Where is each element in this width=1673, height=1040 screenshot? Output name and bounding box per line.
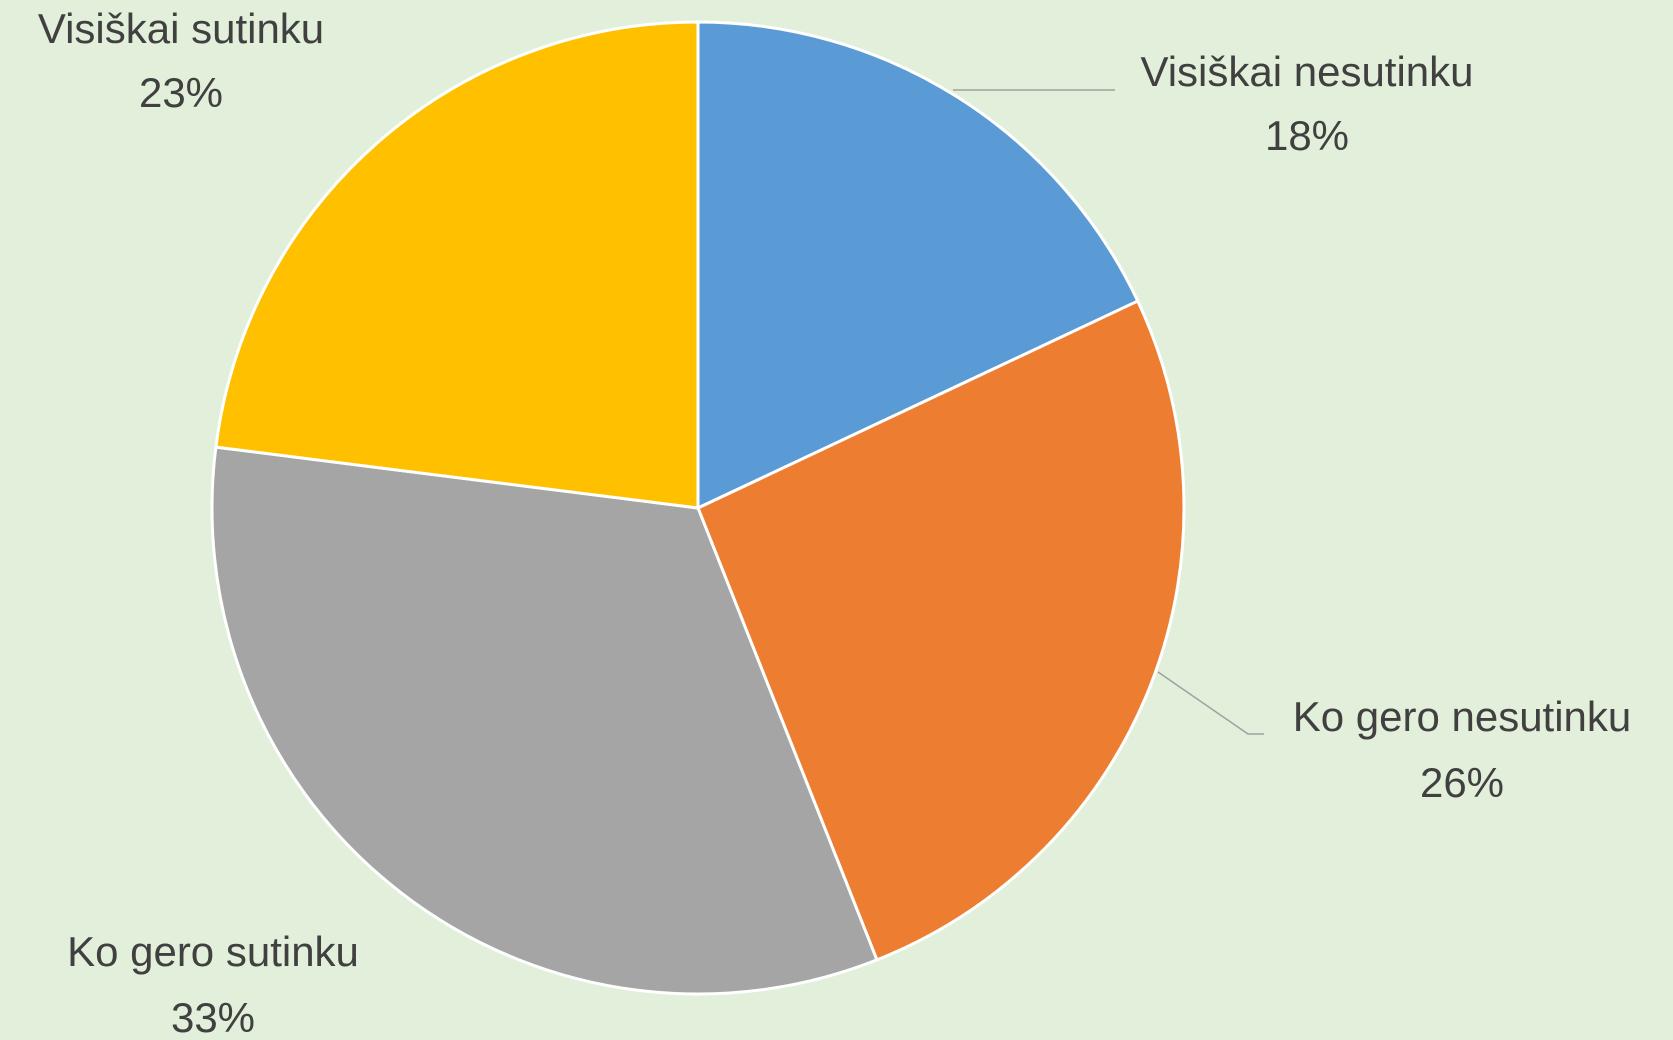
- pie-slice: [696, 299, 1186, 962]
- slice-value-label: 23%: [139, 69, 223, 116]
- slice-label: Visiškai sutinku: [38, 5, 324, 52]
- pie-slice: [696, 20, 1140, 511]
- slice-label: Visiškai nesutinku: [1140, 48, 1473, 95]
- slice-label: Ko gero nesutinku: [1293, 693, 1632, 740]
- slice-value-label: 18%: [1265, 112, 1349, 159]
- slice-value-label: 33%: [171, 994, 255, 1040]
- slice-value-label: 26%: [1420, 759, 1504, 806]
- leader-line: [1157, 671, 1264, 735]
- pie-slice: [210, 445, 879, 996]
- slice-label: Ko gero sutinku: [67, 928, 359, 975]
- pie-slice: [214, 20, 700, 510]
